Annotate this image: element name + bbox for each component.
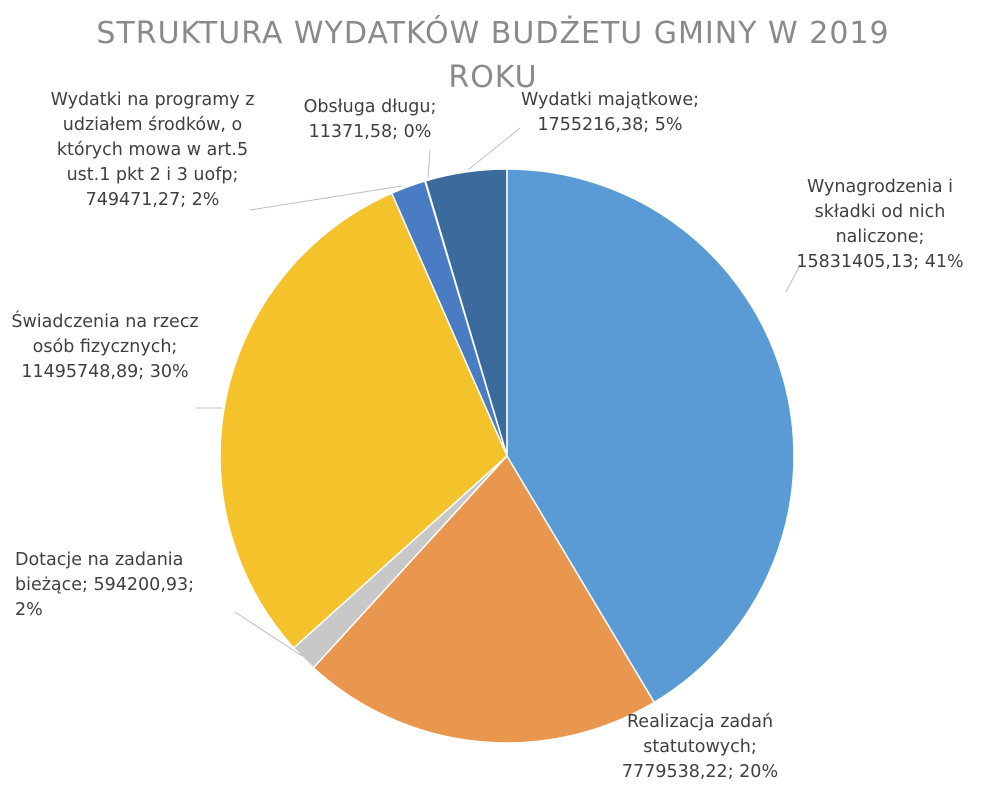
label-separator: ; bbox=[392, 122, 404, 142]
pie-slice bbox=[506, 168, 795, 704]
label-percent: 20% bbox=[739, 762, 779, 782]
label-name: Świadczenia na rzecz osób fizycznych bbox=[11, 312, 199, 357]
label-percent: 2% bbox=[191, 190, 220, 210]
leader-line bbox=[785, 264, 801, 293]
label-value: 7779538,22 bbox=[621, 762, 728, 782]
data-label: Wydatki na programy z udziałem środków, … bbox=[40, 88, 265, 213]
leader-line bbox=[467, 127, 521, 171]
label-name: Obsługa długu bbox=[303, 97, 431, 117]
label-value: 1755216,38 bbox=[537, 115, 644, 135]
data-label: Wynagrodzenia i składki od nich naliczon… bbox=[790, 175, 970, 275]
label-name: Dotacje na zadania bieżące bbox=[15, 550, 184, 595]
label-percent: 5% bbox=[654, 115, 683, 135]
label-separator: ; bbox=[171, 337, 178, 357]
label-separator: ; bbox=[82, 575, 94, 595]
pie-slice bbox=[219, 192, 508, 650]
label-name: Wydatki na programy z udziałem środków, … bbox=[50, 90, 255, 185]
label-separator: ; bbox=[180, 190, 192, 210]
label-percent: 2% bbox=[15, 600, 43, 620]
data-label: Realizacja zadań statutowych; 7779538,22… bbox=[615, 710, 785, 785]
data-label: Świadczenia na rzecz osób fizycznych; 11… bbox=[5, 310, 205, 385]
data-label: Dotacje na zadania bieżące; 594200,93; 2… bbox=[15, 548, 220, 623]
label-separator: ; bbox=[643, 115, 655, 135]
label-separator: ; bbox=[693, 90, 700, 110]
label-name: Wydatki majątkowe bbox=[520, 90, 694, 110]
leader-line bbox=[427, 149, 431, 179]
data-label: Wydatki majątkowe; 1755216,38; 5% bbox=[495, 88, 725, 138]
label-value: 15831405,13 bbox=[796, 252, 914, 272]
chart-title: STRUKTURA WYDATKÓW BUDŻETU GMINY W 2019 … bbox=[96, 16, 890, 95]
label-percent: 0% bbox=[403, 122, 432, 142]
label-separator: ; bbox=[750, 737, 757, 757]
label-separator: ; bbox=[138, 362, 150, 382]
label-value: 11495748,89 bbox=[21, 362, 139, 382]
pie-slice bbox=[312, 454, 656, 744]
label-separator: ; bbox=[727, 762, 740, 782]
label-separator: ; bbox=[913, 252, 925, 272]
label-value: 11371,58 bbox=[308, 122, 393, 142]
label-value: 594200,93 bbox=[93, 575, 189, 595]
label-percent: 30% bbox=[149, 362, 189, 382]
label-separator: ; bbox=[430, 97, 437, 117]
label-separator: ; bbox=[232, 165, 239, 185]
label-percent: 41% bbox=[924, 252, 964, 272]
label-name: Realizacja zadań statutowych bbox=[626, 712, 774, 757]
label-value: 749471,27 bbox=[85, 190, 181, 210]
label-separator: ; bbox=[188, 575, 195, 595]
leader-line bbox=[249, 185, 403, 211]
leader-line bbox=[234, 611, 303, 657]
label-separator: ; bbox=[918, 227, 925, 247]
label-name: Wynagrodzenia i składki od nich naliczon… bbox=[807, 177, 953, 247]
data-label: Obsługa długu; 11371,58; 0% bbox=[290, 95, 450, 145]
